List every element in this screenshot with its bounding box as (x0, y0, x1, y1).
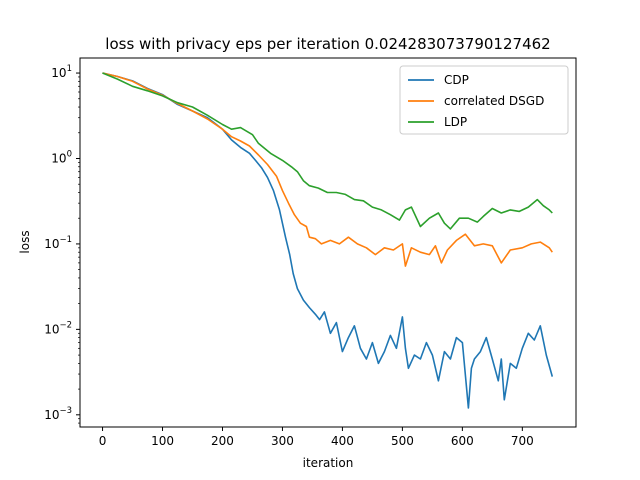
y-tick-base: 10 (44, 408, 59, 422)
x-axis: 0 100 200 300 400 500 600 700 (99, 427, 534, 448)
y-tick-base: 10 (44, 237, 59, 251)
y-tick-exponent: −2 (59, 320, 72, 330)
series-line-ldp (102, 72, 553, 230)
y-tick-label: 10−2 (44, 320, 72, 336)
y-tick-exponent: −1 (59, 235, 72, 245)
legend: CDP correlated DSGD LDP (399, 65, 569, 135)
y-tick-base: 10 (51, 66, 66, 80)
x-tick-label: 100 (151, 434, 174, 448)
y-tick-exponent: −3 (59, 406, 72, 416)
x-tick-label: 700 (511, 434, 534, 448)
legend-box (399, 65, 569, 135)
chart-title: loss with privacy eps per iteration 0.02… (105, 35, 550, 53)
legend-entry: CDP (444, 73, 469, 87)
series-line-cdp (102, 72, 554, 409)
y-tick-base: 10 (51, 151, 66, 165)
y-axis-label: loss (18, 230, 32, 253)
legend-entry: LDP (444, 115, 467, 129)
series-line-correlated-dsgd (102, 72, 553, 267)
legend-entry: correlated DSGD (444, 94, 544, 108)
x-tick-label: 600 (451, 434, 474, 448)
y-tick-exponent: 1 (67, 64, 72, 74)
x-tick-label: 0 (99, 434, 107, 448)
y-tick-label: 100 (51, 149, 72, 165)
y-tick-label: 101 (51, 64, 72, 80)
y-tick-exponent: 0 (67, 149, 72, 159)
x-tick-label: 200 (211, 434, 234, 448)
x-tick-label: 400 (331, 434, 354, 448)
plot-frame (79, 57, 577, 428)
x-tick-label: 300 (271, 434, 294, 448)
y-tick-base: 10 (44, 322, 59, 336)
y-tick-label: 10−1 (44, 235, 72, 251)
series-layer (102, 72, 554, 409)
x-tick-label: 500 (391, 434, 414, 448)
x-axis-label: iteration (303, 456, 354, 470)
y-tick-label: 10−3 (44, 406, 72, 422)
